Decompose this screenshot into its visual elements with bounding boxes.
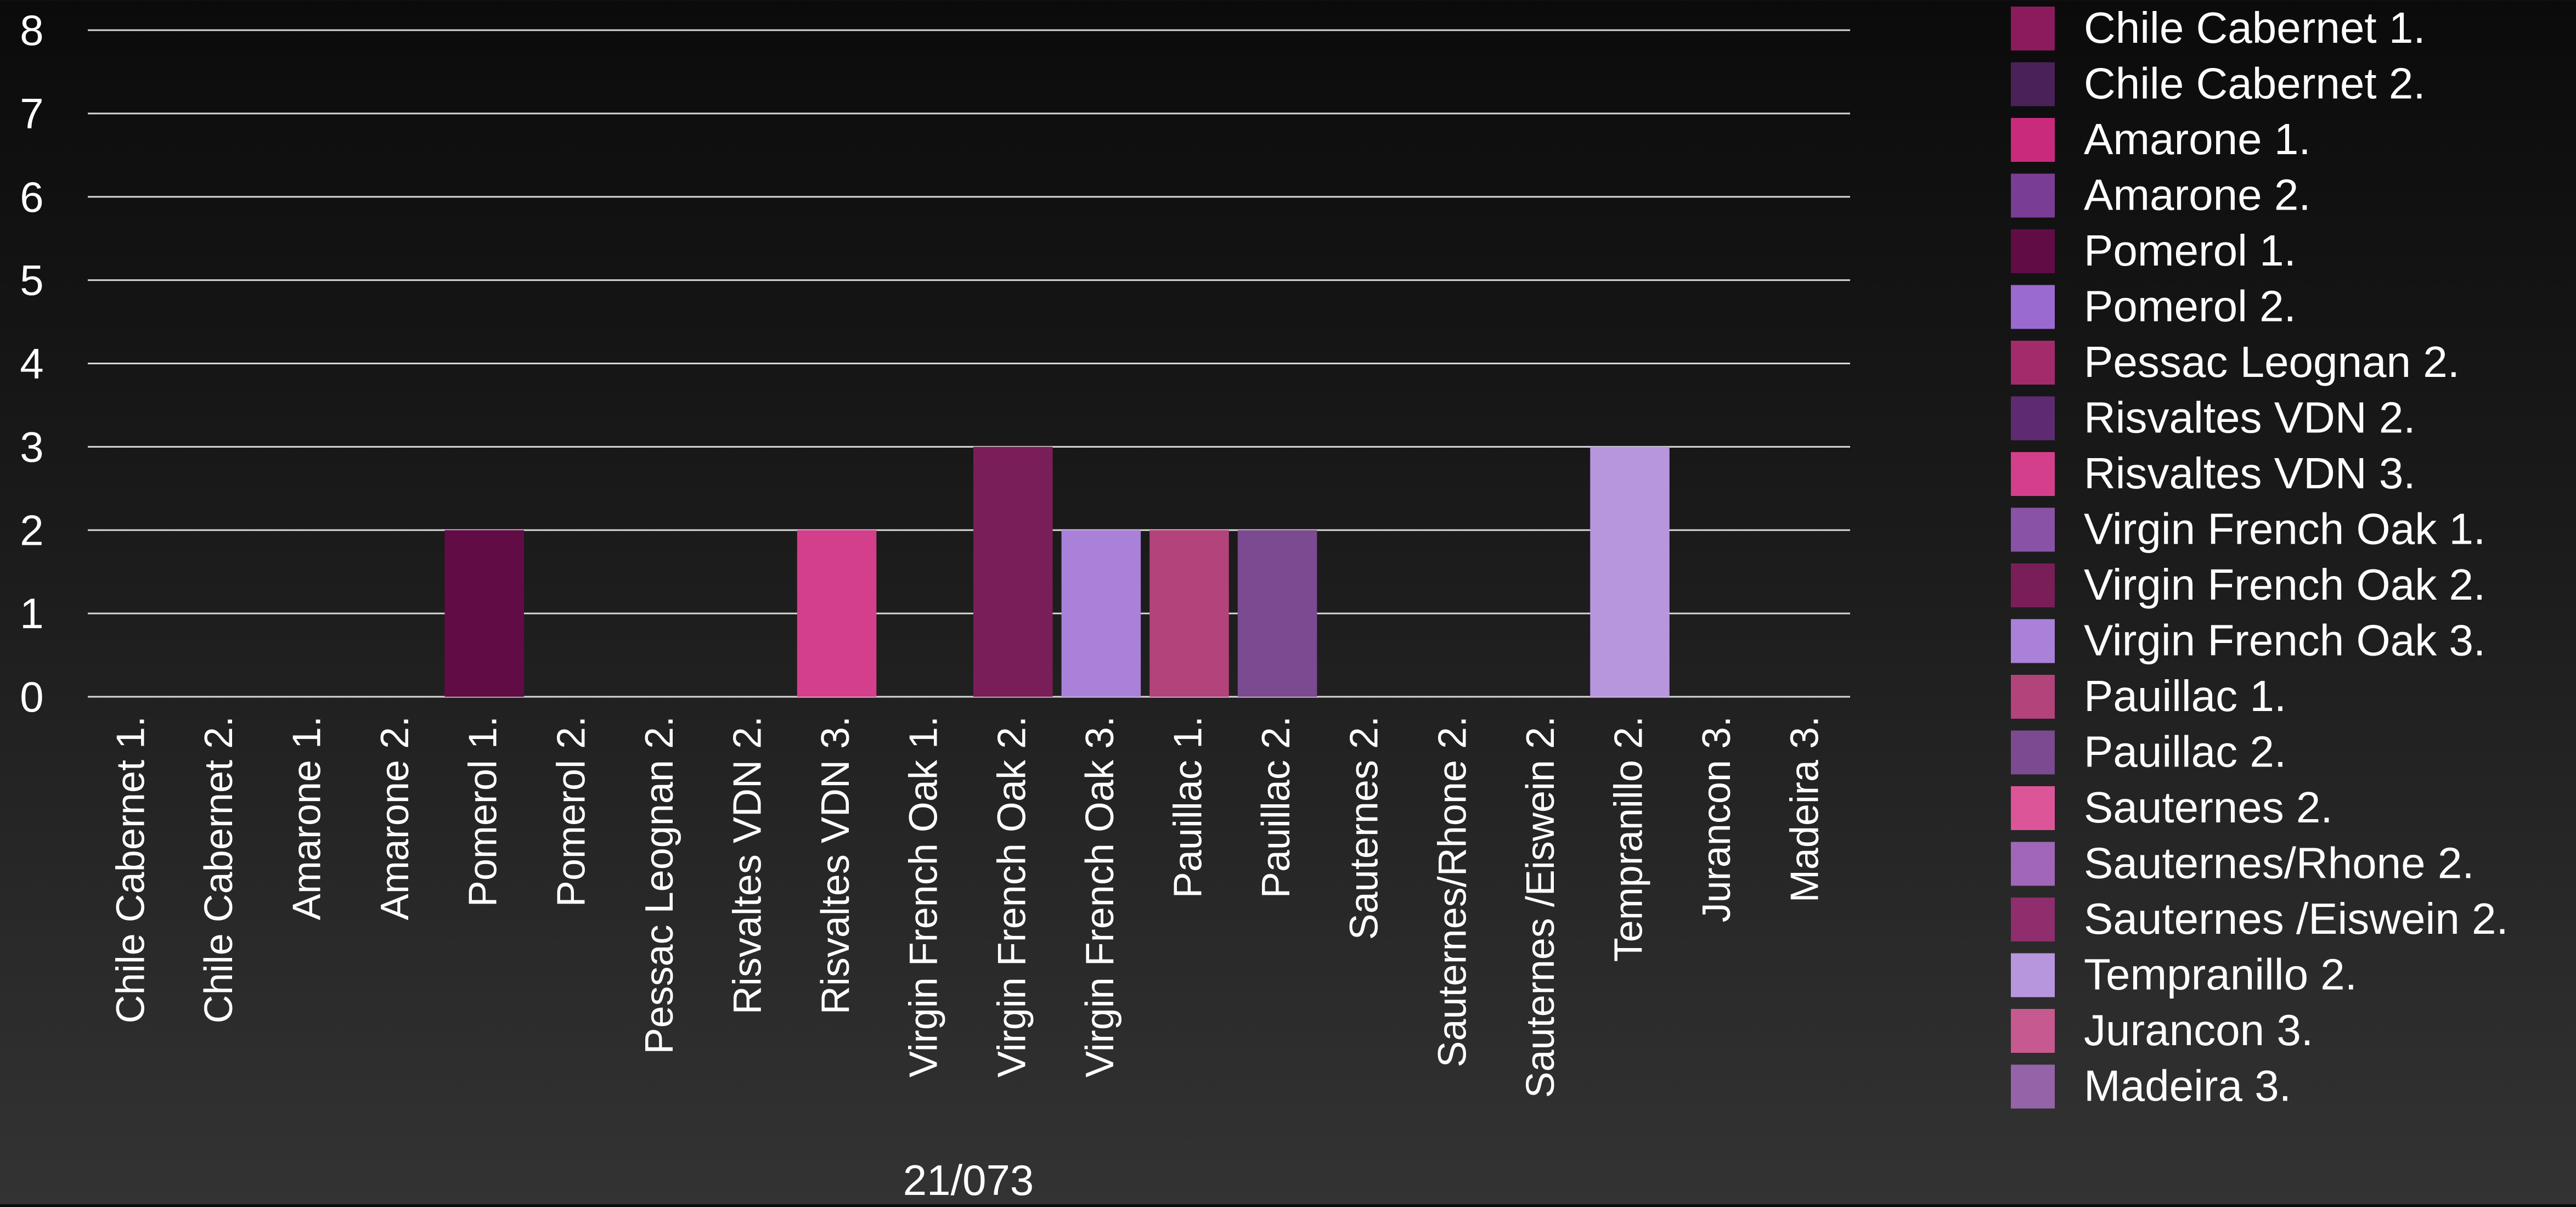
x-tick-label: Tempranillo 2. [1607,716,1651,962]
y-tick-label: 8 [20,6,43,54]
y-tick-label: 2 [20,506,43,554]
legend-swatch [2011,62,2055,106]
y-tick-label: 3 [20,422,43,471]
x-axis-ticks: Chile Cabernet 1. Chile Cabernet 2. Amaron… [109,716,1827,1098]
x-axis-label: 21/073 [903,1156,1034,1204]
legend-swatch [2011,507,2055,552]
bar [1149,530,1229,697]
bar [1061,530,1141,697]
legend-swatch [2011,842,2055,886]
x-tick-label: Virgin French Oak 3. [1078,716,1122,1078]
x-tick-label: Chile Cabernet 1. [109,716,153,1023]
x-tick-label: Virgin French Oak 2. [990,716,1034,1078]
legend-swatch [2011,118,2055,162]
legend-label: Pomerol 1. [2084,226,2296,275]
x-tick-label: Pomerol 2. [549,716,593,907]
bar [1590,447,1670,697]
legend-swatch [2011,786,2055,830]
gridlines [88,29,1850,698]
y-tick-label: 0 [20,673,43,721]
x-tick-label: Sauternes 2. [1343,716,1386,940]
legend-label: Risvaltes VDN 2. [2084,393,2416,442]
legend-swatch [2011,675,2055,719]
bar [444,530,524,697]
legend-swatch [2011,341,2055,385]
legend-swatch [2011,452,2055,496]
x-tick-label: Pauillac 2. [1254,716,1298,898]
legend-label: Risvaltes VDN 3. [2084,449,2416,498]
legend-label: Virgin French Oak 1. [2084,505,2485,554]
legend-label: Sauternes /Eiswein 2. [2084,894,2509,943]
legend-swatch [2011,1009,2055,1053]
legend-swatch [2011,396,2055,441]
legend-label: Chile Cabernet 2. [2084,59,2426,108]
legend-label: Pessac Leognan 2. [2084,337,2460,386]
legend-label: Madeira 3. [2084,1062,2291,1110]
legend: Chile Cabernet 1. Chile Cabernet 2. Amaron… [2011,3,2509,1110]
legend-label: Virgin French Oak 2. [2084,560,2485,609]
legend-swatch [2011,898,2055,941]
legend-swatch [2011,953,2055,997]
legend-label: Chile Cabernet 1. [2084,3,2426,52]
x-tick-label: Madeira 3. [1783,716,1827,903]
y-tick-label: 7 [20,89,43,138]
legend-label: Jurancon 3. [2084,1006,2313,1054]
x-tick-label: Amarone 1. [285,716,329,920]
legend-swatch [2011,285,2055,329]
bar [797,530,877,697]
legend-label: Pauillac 1. [2084,672,2286,720]
legend-swatch [2011,730,2055,775]
legend-swatch [2011,1064,2055,1109]
bar [973,447,1053,697]
legend-label: Pomerol 2. [2084,282,2296,331]
x-tick-label: Risvaltes VDN 3. [814,716,858,1014]
x-tick-label: Virgin French Oak 1. [902,716,946,1078]
x-tick-label: Jurancon 3. [1695,716,1739,922]
x-tick-label: Pessac Leognan 2. [638,716,681,1054]
legend-swatch [2011,173,2055,218]
legend-swatch [2011,229,2055,273]
legend-label: Sauternes 2. [2084,783,2333,832]
y-tick-label: 6 [20,173,43,221]
y-tick-label: 5 [20,256,43,304]
x-tick-label: Sauternes/Rhone 2. [1430,716,1474,1067]
x-tick-label: Pauillac 1. [1166,716,1210,898]
x-tick-label: Risvaltes VDN 2. [726,716,770,1014]
legend-label: Amarone 1. [2084,115,2311,163]
x-tick-label: Sauternes /Eiswein 2. [1519,716,1563,1098]
legend-swatch [2011,619,2055,663]
legend-label: Pauillac 2. [2084,727,2286,776]
x-tick-label: Amarone 2. [373,716,417,920]
legend-label: Amarone 2. [2084,171,2311,219]
y-tick-label: 1 [20,589,43,638]
legend-label: Virgin French Oak 3. [2084,616,2485,665]
bar [1237,530,1317,697]
bars [444,447,1670,697]
y-tick-label: 4 [20,340,43,388]
x-tick-label: Pomerol 1. [461,716,505,907]
legend-label: Sauternes/Rhone 2. [2084,839,2474,888]
legend-swatch [2011,7,2055,50]
legend-label: Tempranillo 2. [2084,950,2357,999]
legend-swatch [2011,563,2055,607]
x-tick-label: Chile Cabernet 2. [197,716,241,1023]
y-axis-ticks: 0 1 2 3 4 5 6 7 8 [20,6,43,721]
